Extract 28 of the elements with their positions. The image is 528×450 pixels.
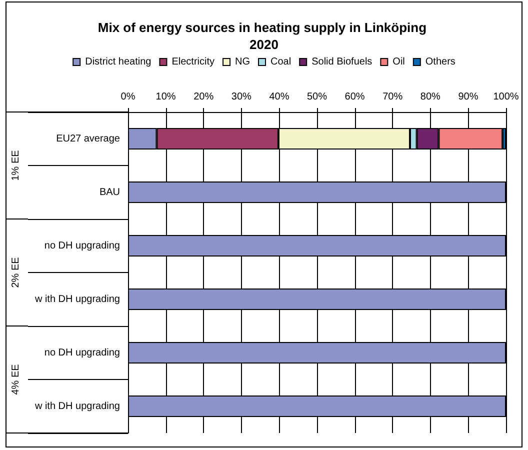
legend-label: Coal xyxy=(270,56,292,68)
x-tick-label: 20% xyxy=(194,92,214,102)
x-tick-label: 50% xyxy=(306,92,328,102)
x-tick-label: 10% xyxy=(156,92,176,102)
chart-title: Mix of energy sources in heating supply in Linköping 2020 xyxy=(98,20,430,52)
x-tick-label: 80% xyxy=(420,92,441,102)
y-tick-label: w ith DH upgrading xyxy=(34,294,120,305)
legend-label: NG xyxy=(235,56,250,68)
legend-label: Solid Biofuels xyxy=(312,56,372,68)
legend-label: Electricity xyxy=(172,56,215,68)
y-tick-label: no DH upgrading xyxy=(44,347,120,358)
x-tick-label: 70% xyxy=(382,92,403,102)
x-tick-label: 30% xyxy=(231,92,252,102)
x-tick-label: 90% xyxy=(458,92,478,102)
x-tick-label: 100% xyxy=(493,92,519,102)
legend-label: Oil xyxy=(392,56,405,68)
y-tick-label: BAU xyxy=(99,186,120,198)
x-tick-label: 0% xyxy=(120,92,136,102)
x-tick-label: 60% xyxy=(344,92,365,102)
legend-label: Others xyxy=(425,56,456,68)
legend-label: District heating xyxy=(85,56,152,68)
text: 2% EE xyxy=(10,256,22,288)
y-tick-label: no DH upgrading xyxy=(44,240,120,252)
text: 4% EE xyxy=(10,364,22,395)
text: 1% EE xyxy=(10,150,22,181)
y-tick-label: EU27 average xyxy=(56,133,120,144)
y-tick-label: w ith DH upgrading xyxy=(34,400,120,412)
x-tick-label: 40% xyxy=(269,92,290,102)
